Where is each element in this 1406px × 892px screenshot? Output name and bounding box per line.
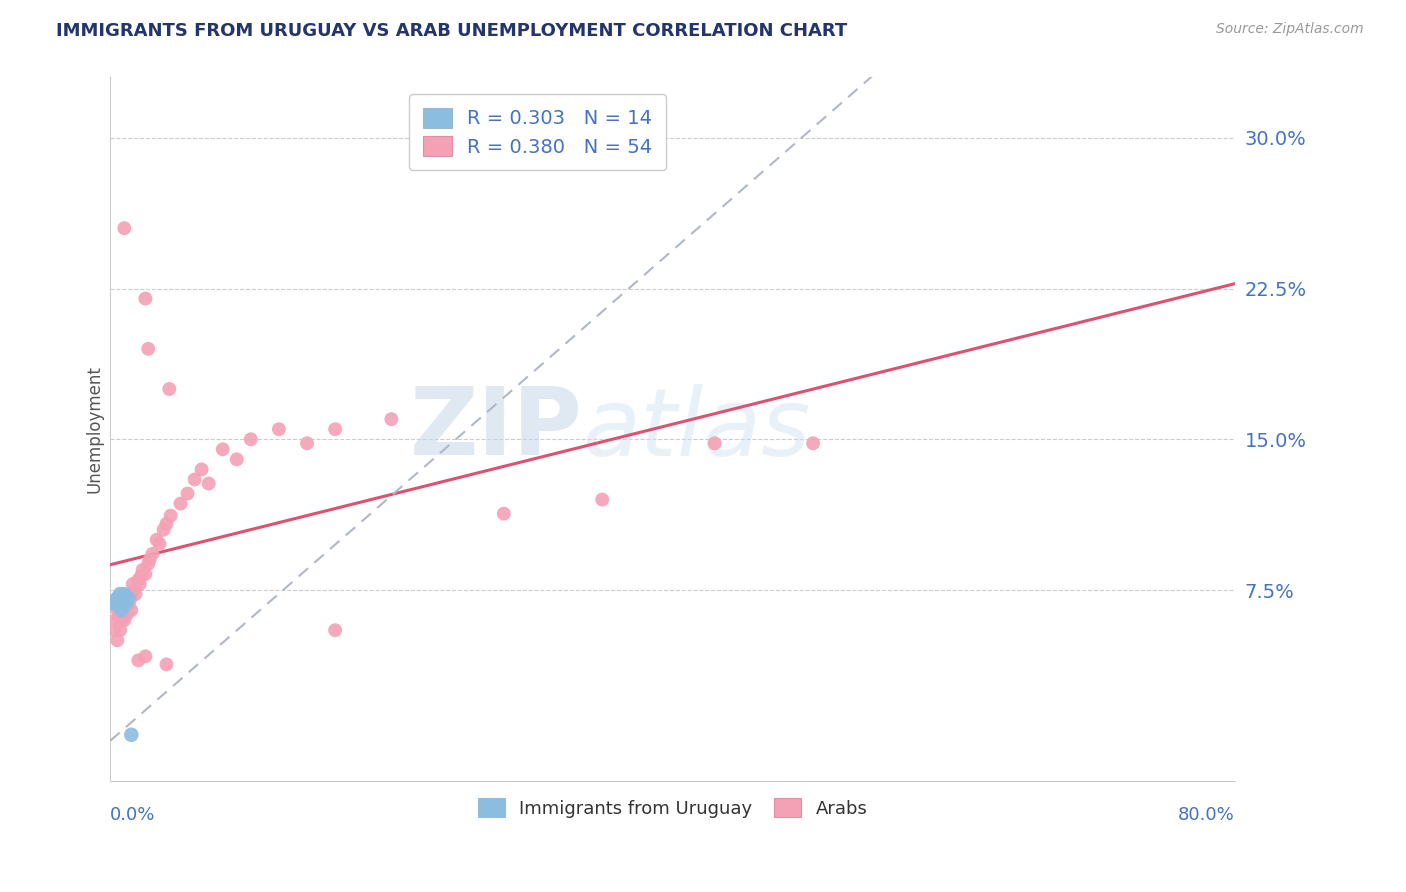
Point [115, 607, 138, 622]
Point [122, 582, 145, 597]
Point [104, 613, 127, 627]
Point [114, 597, 136, 611]
Point [169, 497, 191, 511]
Point [108, 587, 131, 601]
Point [117, 591, 139, 605]
Text: atlas: atlas [582, 384, 811, 475]
Point [108, 624, 131, 638]
Point [108, 597, 131, 611]
Point [145, 533, 167, 547]
Point [129, 569, 152, 583]
Point [105, 591, 128, 605]
Point [225, 452, 247, 467]
Point [110, 603, 132, 617]
Y-axis label: Unemployment: Unemployment [86, 366, 103, 493]
Legend: Immigrants from Uruguay, Arabs: Immigrants from Uruguay, Arabs [471, 791, 875, 825]
Point [211, 442, 233, 457]
Text: ZIP: ZIP [409, 384, 582, 475]
Point [190, 462, 212, 476]
Point [112, 613, 135, 627]
Point [134, 566, 156, 581]
Text: IMMIGRANTS FROM URUGUAY VS ARAB UNEMPLOYMENT CORRELATION CHART: IMMIGRANTS FROM URUGUAY VS ARAB UNEMPLOY… [56, 22, 848, 40]
Point [117, 589, 139, 603]
Text: 80.0%: 80.0% [1178, 805, 1234, 823]
Text: Source: ZipAtlas.com: Source: ZipAtlas.com [1216, 22, 1364, 37]
Point [117, 597, 139, 611]
Point [120, 603, 142, 617]
Point [176, 486, 198, 500]
Point [103, 624, 125, 638]
Point [152, 523, 174, 537]
Point [703, 436, 725, 450]
Point [111, 603, 134, 617]
Point [114, 603, 136, 617]
Point [157, 382, 180, 396]
Point [801, 436, 824, 450]
Point [111, 591, 134, 605]
Text: 0.0%: 0.0% [110, 805, 156, 823]
Point [492, 507, 515, 521]
Point [148, 537, 170, 551]
Point [239, 432, 262, 446]
Point [121, 577, 143, 591]
Point [136, 557, 159, 571]
Point [112, 593, 135, 607]
Point [323, 422, 346, 436]
Point [127, 653, 149, 667]
Point [103, 597, 125, 611]
Point [267, 422, 290, 436]
Point [104, 593, 127, 607]
Point [105, 603, 128, 617]
Point [112, 221, 135, 235]
Point [114, 597, 136, 611]
Point [118, 593, 141, 607]
Point [134, 292, 156, 306]
Point [107, 609, 129, 624]
Point [128, 577, 150, 591]
Point [380, 412, 402, 426]
Point [120, 728, 142, 742]
Point [107, 597, 129, 611]
Point [134, 649, 156, 664]
Point [127, 573, 149, 587]
Point [112, 589, 135, 603]
Point [110, 607, 132, 622]
Point [295, 436, 318, 450]
Point [124, 587, 146, 601]
Point [141, 547, 163, 561]
Point [131, 563, 153, 577]
Point [110, 589, 132, 603]
Point [120, 587, 142, 601]
Point [108, 593, 131, 607]
Point [111, 593, 134, 607]
Point [105, 633, 128, 648]
Point [323, 624, 346, 638]
Point [110, 613, 132, 627]
Point [136, 342, 159, 356]
Point [155, 516, 177, 531]
Point [107, 595, 129, 609]
Point [155, 657, 177, 672]
Point [138, 553, 160, 567]
Point [112, 587, 135, 601]
Point [197, 476, 219, 491]
Point [159, 508, 181, 523]
Point [591, 492, 613, 507]
Point [183, 473, 205, 487]
